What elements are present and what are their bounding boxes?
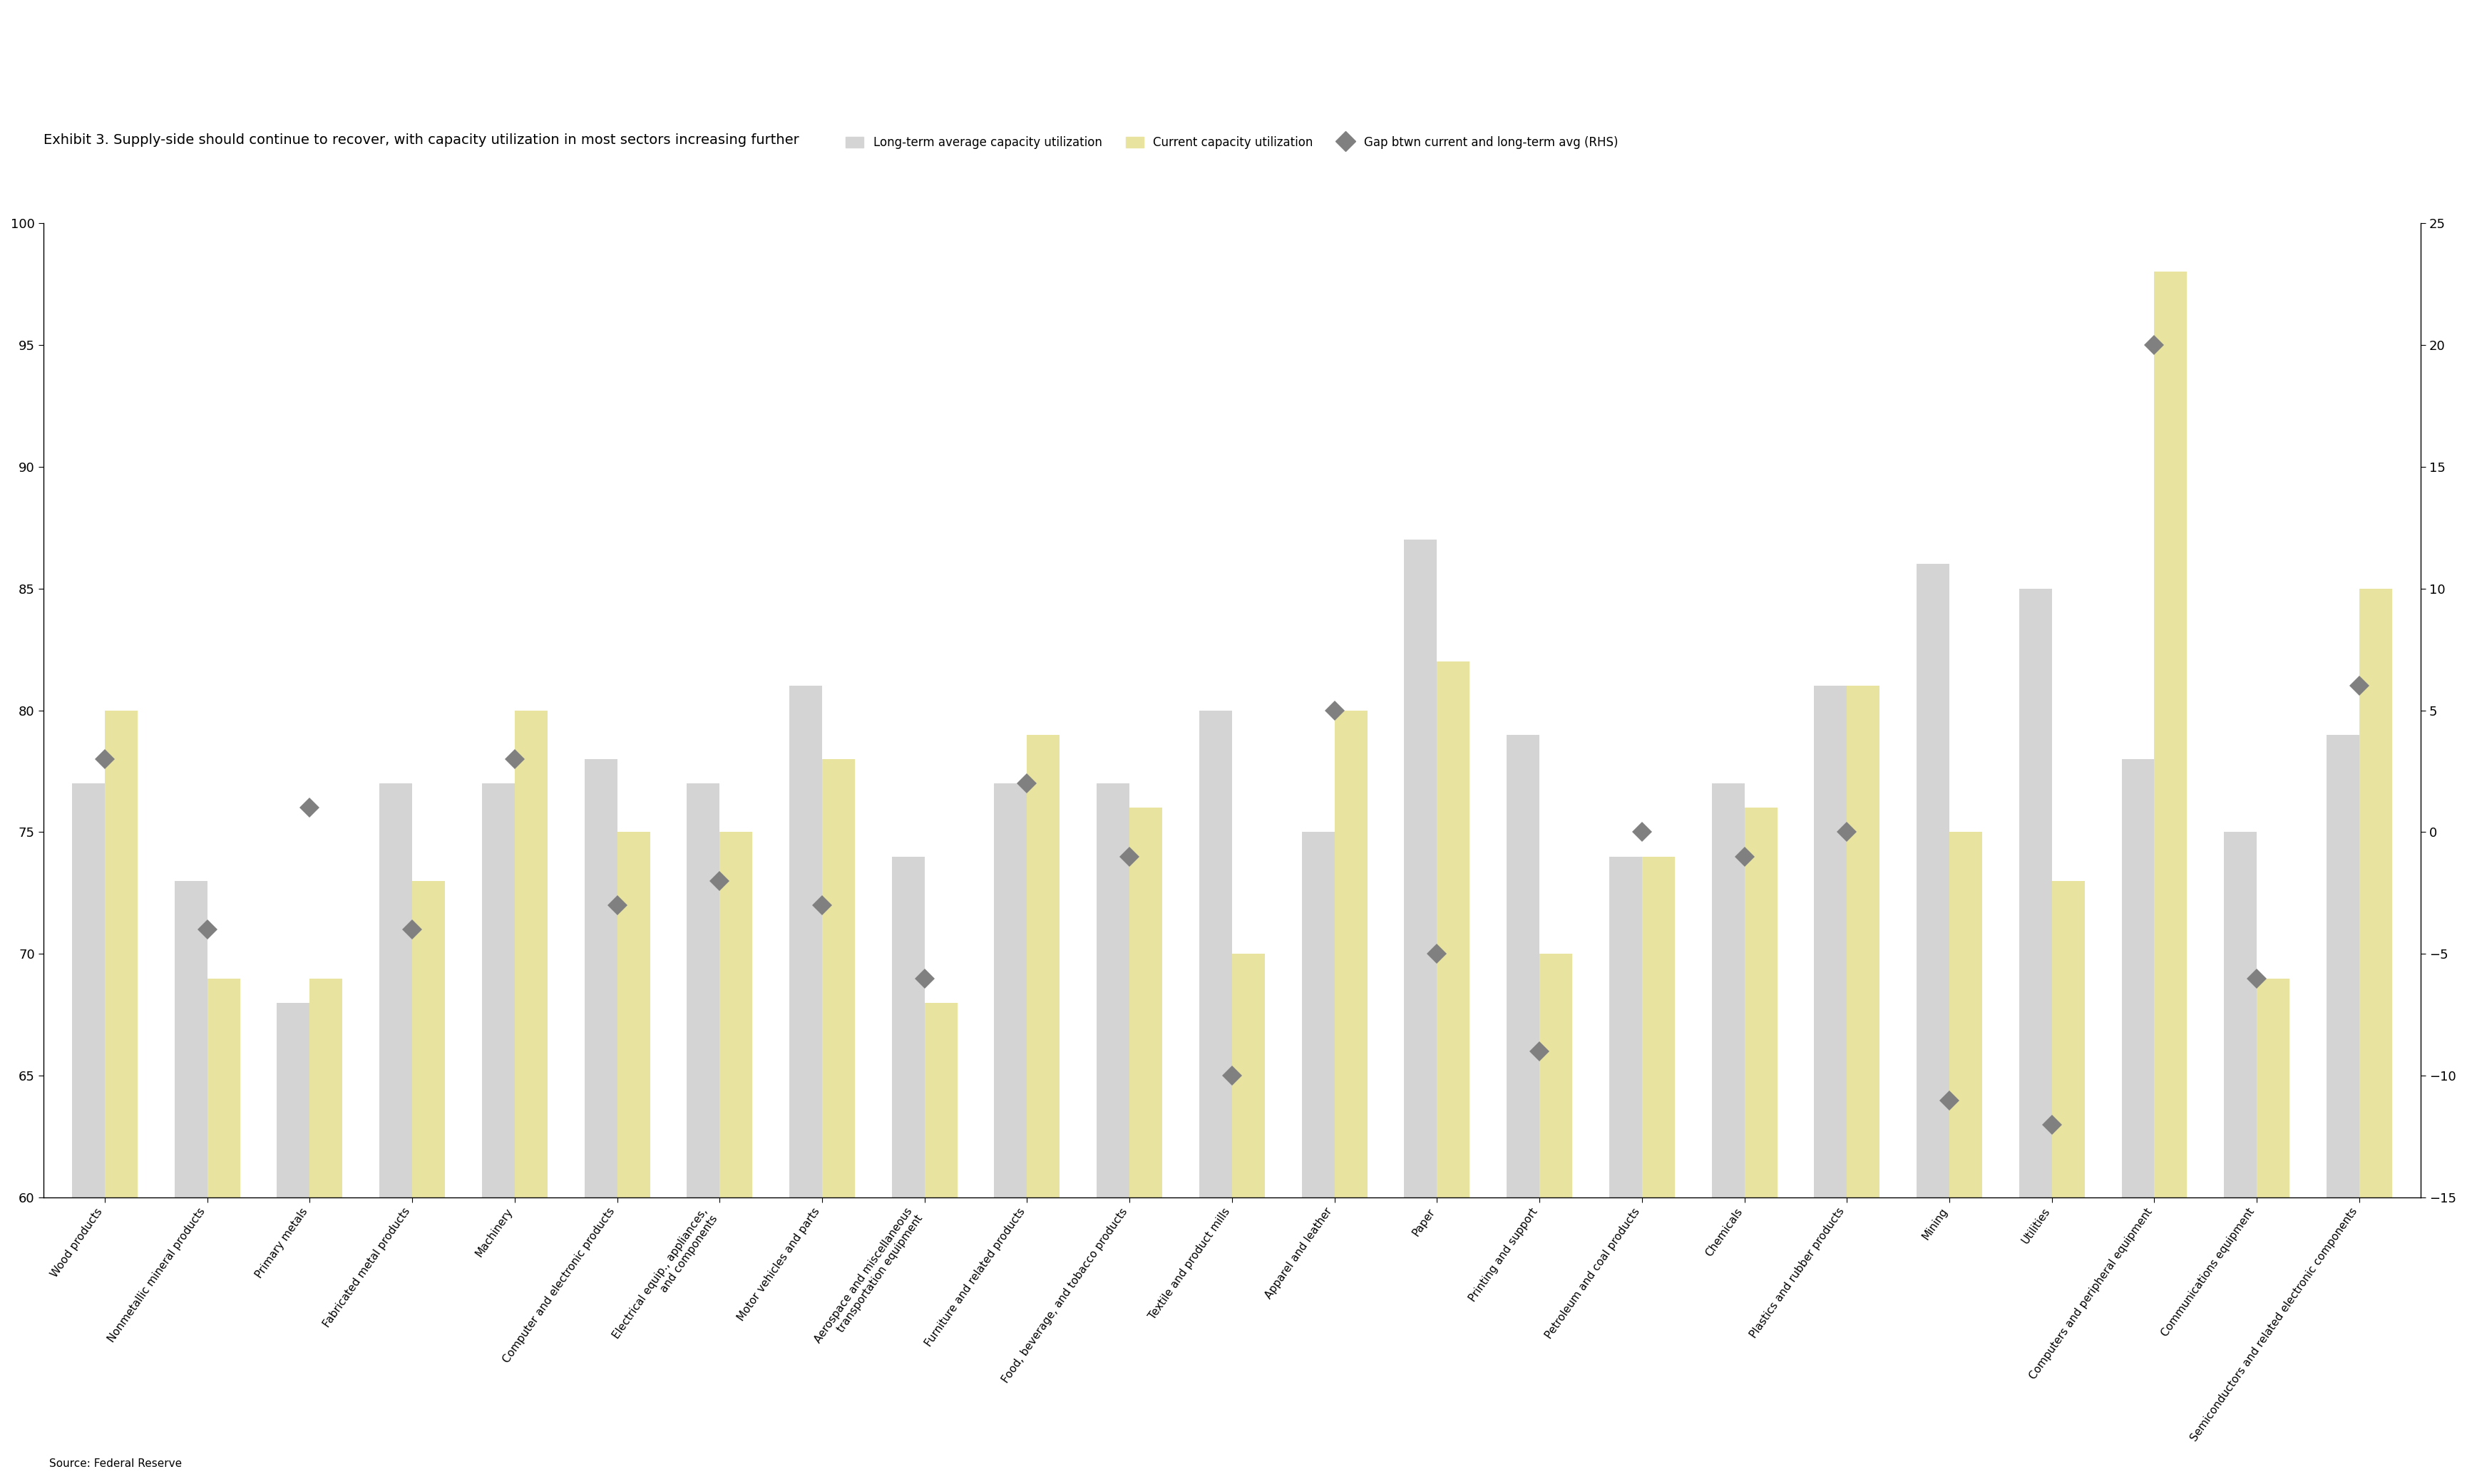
- Bar: [822, 758, 856, 1198]
- Bar: [1130, 807, 1162, 1198]
- Bar: [891, 856, 925, 1198]
- Bar: [175, 881, 207, 1198]
- Bar: [1539, 954, 1571, 1198]
- Bar: [1608, 856, 1643, 1198]
- Bar: [1949, 833, 1981, 1198]
- Bar: [1436, 662, 1470, 1198]
- Bar: [1712, 784, 1744, 1198]
- Bar: [1848, 686, 1880, 1198]
- Bar: [1813, 686, 1848, 1198]
- Bar: [1643, 856, 1675, 1198]
- Bar: [1507, 735, 1539, 1198]
- Bar: [1335, 711, 1367, 1198]
- Bar: [1744, 807, 1776, 1198]
- Bar: [481, 784, 516, 1198]
- Bar: [720, 833, 752, 1198]
- Bar: [380, 784, 412, 1198]
- Bar: [1404, 540, 1436, 1198]
- Bar: [2358, 589, 2393, 1198]
- Bar: [2326, 735, 2358, 1198]
- Bar: [2053, 881, 2085, 1198]
- Bar: [617, 833, 649, 1198]
- Text: Exhibit 3. Supply-side should continue to recover, with capacity utilization in : Exhibit 3. Supply-side should continue t…: [44, 134, 799, 147]
- Bar: [1199, 711, 1231, 1198]
- Bar: [1026, 735, 1061, 1198]
- Bar: [2122, 758, 2154, 1198]
- Bar: [104, 711, 138, 1198]
- Bar: [72, 784, 104, 1198]
- Bar: [2225, 833, 2257, 1198]
- Bar: [1303, 833, 1335, 1198]
- Bar: [994, 784, 1026, 1198]
- Bar: [2154, 272, 2188, 1198]
- Bar: [1231, 954, 1266, 1198]
- Bar: [2257, 978, 2289, 1198]
- Text: Source: Federal Reserve: Source: Federal Reserve: [49, 1459, 183, 1469]
- Bar: [311, 978, 343, 1198]
- Bar: [1917, 564, 1949, 1198]
- Bar: [585, 758, 617, 1198]
- Bar: [2018, 589, 2053, 1198]
- Bar: [925, 1003, 957, 1198]
- Bar: [516, 711, 548, 1198]
- Bar: [276, 1003, 311, 1198]
- Bar: [789, 686, 822, 1198]
- Legend: Long-term average capacity utilization, Current capacity utilization, Gap btwn c: Long-term average capacity utilization, …: [841, 132, 1623, 154]
- Bar: [686, 784, 720, 1198]
- Bar: [207, 978, 239, 1198]
- Bar: [1098, 784, 1130, 1198]
- Bar: [412, 881, 444, 1198]
